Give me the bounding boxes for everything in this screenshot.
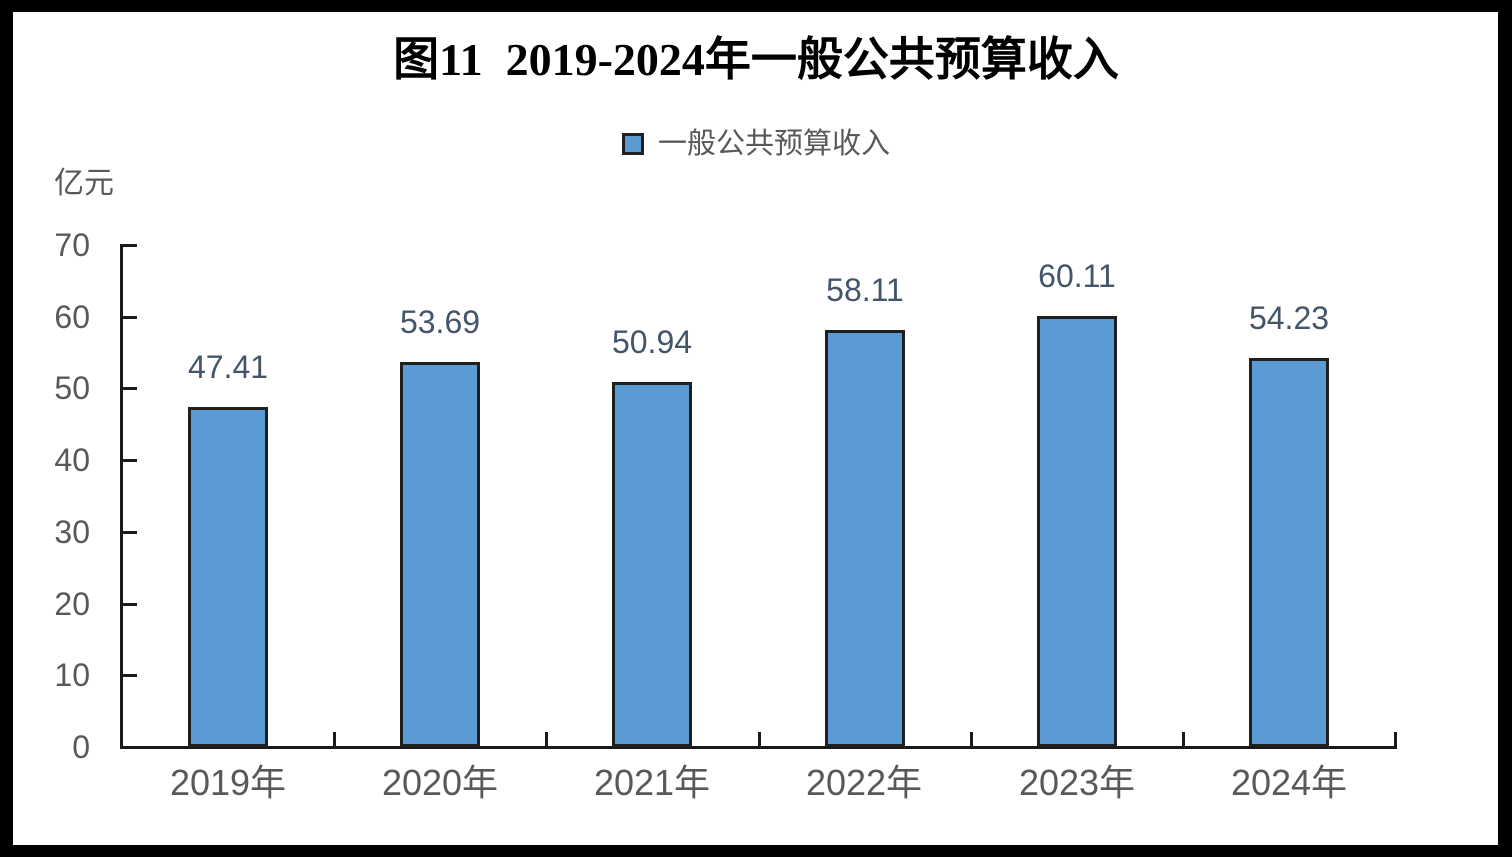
chart-title: 图11 2019-2024年一般公共预算收入 <box>393 34 1119 85</box>
y-tick-label: 30 <box>54 513 90 550</box>
x-axis-tick <box>757 732 761 747</box>
bar-value-label: 54.23 <box>1248 300 1330 336</box>
bar-value-label: 58.11 <box>826 272 904 308</box>
x-tick-label: 2023年 <box>1018 762 1136 803</box>
bar-value-label: 47.41 <box>187 349 269 385</box>
legend-series-swatch-icon <box>621 133 644 155</box>
y-axis-tick <box>120 244 137 247</box>
y-tick-label: 20 <box>54 585 90 622</box>
y-axis-unit-label: 亿元 <box>54 167 114 200</box>
y-axis-tick <box>120 530 137 534</box>
x-axis-tick <box>545 732 549 747</box>
y-axis-tick <box>120 387 137 391</box>
y-tick-label: 50 <box>54 370 90 407</box>
bar-value-label: 60.11 <box>1038 258 1116 294</box>
y-tick-label: 0 <box>72 729 90 765</box>
x-axis-tick <box>333 732 337 747</box>
x-axis-tick <box>969 732 973 747</box>
bar-value-label: 53.69 <box>399 304 481 340</box>
x-axis-line <box>120 746 1397 749</box>
y-tick-label: 60 <box>54 298 90 335</box>
bar <box>188 407 268 747</box>
x-axis-tick <box>1181 732 1185 747</box>
bar <box>400 362 480 747</box>
x-tick-label: 2022年 <box>805 762 923 803</box>
y-tick-label: 10 <box>54 657 90 694</box>
y-tick-label: 70 <box>54 227 90 263</box>
x-tick-label: 2019年 <box>169 762 287 803</box>
bar-value-label: 50.94 <box>611 324 693 360</box>
y-tick-label: 40 <box>54 442 90 479</box>
legend-series-label: 一般公共预算收入 <box>657 128 890 160</box>
bar <box>1037 316 1117 747</box>
x-axis-tick <box>1394 732 1397 747</box>
y-axis-tick <box>120 674 137 678</box>
x-tick-label: 2021年 <box>593 762 711 803</box>
y-axis-tick <box>120 459 137 463</box>
bar <box>1249 358 1329 747</box>
bar <box>612 382 692 747</box>
x-tick-label: 2024年 <box>1230 762 1348 803</box>
bar <box>825 330 905 747</box>
y-axis-line <box>120 245 123 749</box>
x-tick-label: 2020年 <box>381 762 499 803</box>
y-axis-tick <box>120 602 137 606</box>
chart-legend: 一般公共预算收入 <box>0 128 1512 160</box>
y-axis-tick <box>120 315 137 319</box>
